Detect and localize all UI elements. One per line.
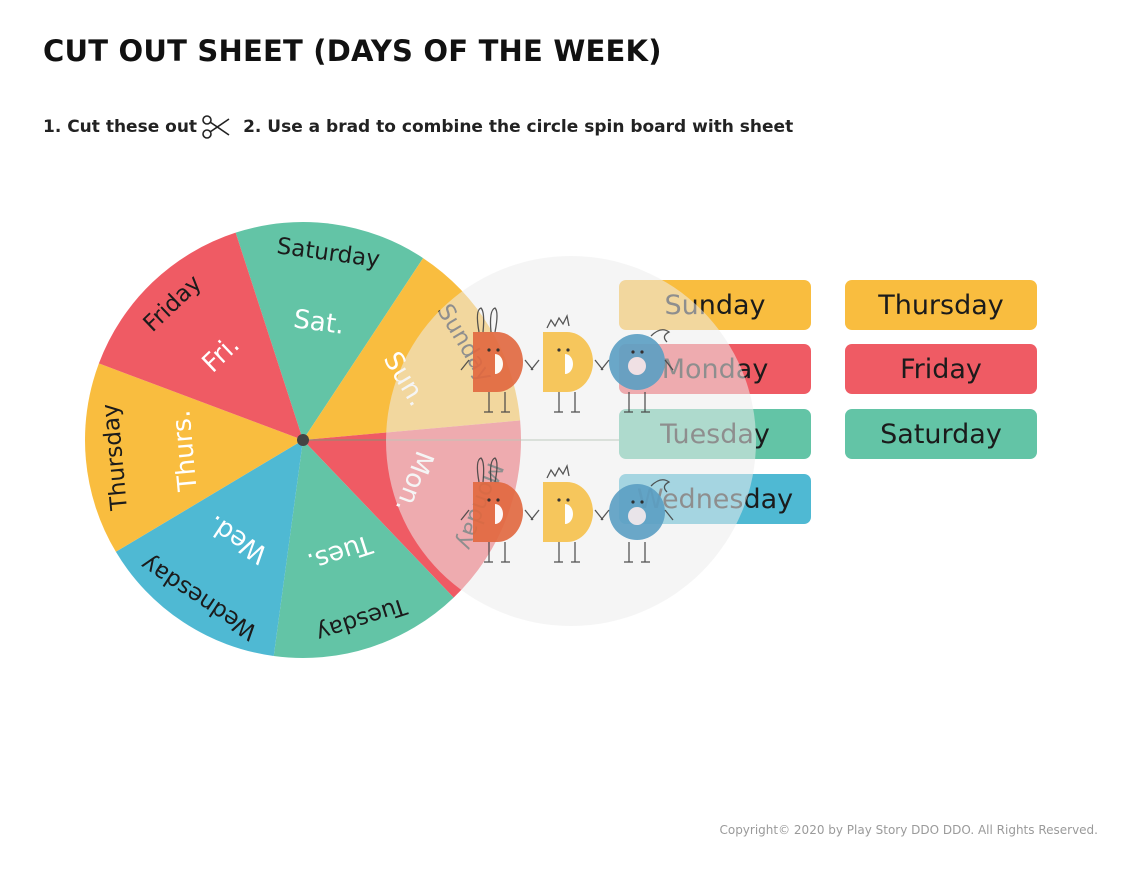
scissors-icon	[202, 115, 230, 139]
step-1-text: 1. Cut these out	[43, 117, 198, 137]
instructions: 1. Cut these out 2. Use a brad to combin…	[43, 114, 793, 140]
wheel-pivot	[297, 434, 309, 446]
step-2-text: 2. Use a brad to combine the circle spin…	[243, 117, 794, 137]
wheel-abbr-label-thursday: Thurs.	[166, 409, 203, 494]
page-title: CUT OUT SHEET (DAYS OF THE WEEK)	[43, 34, 662, 68]
day-card-wednesday[interactable]: Wednesday	[619, 474, 811, 524]
copyright-text: Copyright© 2020 by Play Story DDO DDO. A…	[719, 823, 1098, 837]
day-card-sunday[interactable]: Sunday	[619, 280, 811, 330]
day-card-saturday[interactable]: Saturday	[845, 409, 1037, 459]
day-card-friday[interactable]: Friday	[845, 344, 1037, 394]
wheel-slice-thursday	[85, 363, 303, 552]
wheel-slice-saturday	[235, 222, 424, 440]
day-card-monday[interactable]: Monday	[619, 344, 811, 394]
wheel-abbr-label-saturday: Sat.	[292, 304, 346, 341]
wheel-slice-friday	[98, 232, 304, 440]
wheel-slice-wednesday	[115, 440, 304, 657]
day-card-tuesday[interactable]: Tuesday	[619, 409, 811, 459]
day-card-thursday[interactable]: Thursday	[845, 280, 1037, 330]
